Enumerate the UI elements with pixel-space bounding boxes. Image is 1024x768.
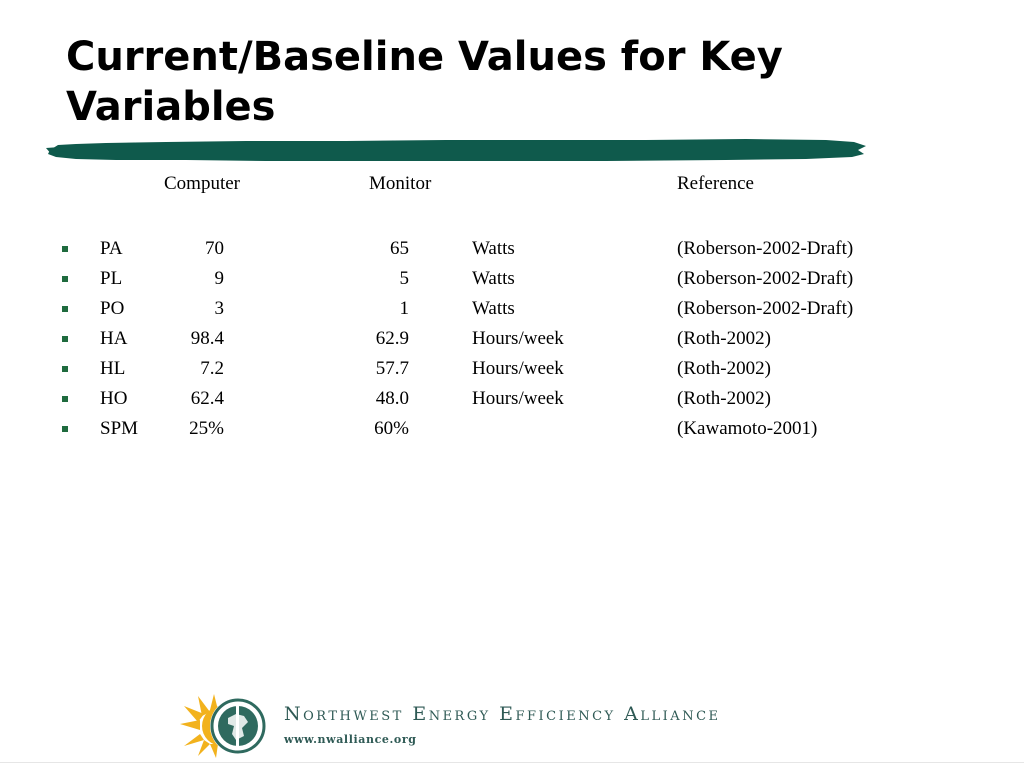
table-row: PL 9 5 Watts (Roberson-2002-Draft) bbox=[0, 268, 1024, 298]
column-header-monitor: Monitor bbox=[369, 173, 432, 194]
variable-cell: PO bbox=[100, 298, 125, 319]
table-row: HL 7.2 57.7 Hours/week (Roth-2002) bbox=[0, 358, 1024, 388]
column-header-computer: Computer bbox=[164, 173, 240, 194]
variable-cell: PL bbox=[100, 268, 123, 289]
unit-cell: Watts bbox=[472, 238, 515, 259]
reference-cell: (Kawamoto-2001) bbox=[677, 418, 818, 439]
organization-name: Northwest Energy Efficiency Alliance bbox=[284, 703, 721, 725]
computer-value-cell: 9 bbox=[214, 268, 225, 289]
computer-value-cell: 98.4 bbox=[190, 328, 224, 349]
computer-value-cell: 7.2 bbox=[200, 358, 224, 379]
variable-cell: HL bbox=[100, 358, 126, 379]
square-bullet-icon bbox=[62, 276, 68, 282]
computer-value-cell: 3 bbox=[214, 298, 225, 319]
square-bullet-icon bbox=[62, 306, 68, 312]
square-bullet-icon bbox=[62, 336, 68, 342]
monitor-value-cell: 48.0 bbox=[375, 388, 409, 409]
square-bullet-icon bbox=[62, 426, 68, 432]
square-bullet-icon bbox=[62, 396, 68, 402]
sun-globe-logo-icon bbox=[180, 694, 266, 758]
unit-cell: Hours/week bbox=[472, 388, 564, 409]
reference-cell: (Roberson-2002-Draft) bbox=[677, 268, 854, 289]
slide-title: Current/Baseline Values for Key Variable… bbox=[66, 34, 783, 130]
unit-cell: Hours/week bbox=[472, 328, 564, 349]
table-row: SPM 25% 60% (Kawamoto-2001) bbox=[0, 418, 1024, 448]
square-bullet-icon bbox=[62, 246, 68, 252]
variable-cell: HO bbox=[100, 388, 128, 409]
variable-cell: PA bbox=[100, 238, 123, 259]
brush-stroke-divider bbox=[46, 139, 866, 161]
reference-cell: (Roberson-2002-Draft) bbox=[677, 298, 854, 319]
reference-cell: (Roberson-2002-Draft) bbox=[677, 238, 854, 259]
monitor-value-cell: 5 bbox=[399, 268, 410, 289]
bottom-divider bbox=[0, 762, 1024, 763]
table-row: HO 62.4 48.0 Hours/week (Roth-2002) bbox=[0, 388, 1024, 418]
computer-value-cell: 62.4 bbox=[190, 388, 224, 409]
monitor-value-cell: 62.9 bbox=[375, 328, 409, 349]
reference-cell: (Roth-2002) bbox=[677, 358, 771, 379]
unit-cell: Watts bbox=[472, 268, 515, 289]
computer-value-cell: 25% bbox=[189, 418, 224, 439]
organization-url: www.nwalliance.org bbox=[284, 733, 417, 746]
table-row: PO 3 1 Watts (Roberson-2002-Draft) bbox=[0, 298, 1024, 328]
unit-cell: Watts bbox=[472, 298, 515, 319]
computer-value-cell: 70 bbox=[205, 238, 224, 259]
reference-cell: (Roth-2002) bbox=[677, 328, 771, 349]
column-header-reference: Reference bbox=[677, 173, 754, 194]
monitor-value-cell: 60% bbox=[374, 418, 409, 439]
square-bullet-icon bbox=[62, 366, 68, 372]
values-table: PA 70 65 Watts (Roberson-2002-Draft) PL … bbox=[0, 238, 1024, 448]
unit-cell: Hours/week bbox=[472, 358, 564, 379]
monitor-value-cell: 1 bbox=[399, 298, 410, 319]
reference-cell: (Roth-2002) bbox=[677, 388, 771, 409]
variable-cell: HA bbox=[100, 328, 128, 349]
table-row: HA 98.4 62.9 Hours/week (Roth-2002) bbox=[0, 328, 1024, 358]
table-row: PA 70 65 Watts (Roberson-2002-Draft) bbox=[0, 238, 1024, 268]
variable-cell: SPM bbox=[100, 418, 139, 439]
monitor-value-cell: 57.7 bbox=[375, 358, 409, 379]
monitor-value-cell: 65 bbox=[390, 238, 409, 259]
organization-logo: Northwest Energy Efficiency Alliance www… bbox=[178, 694, 828, 758]
